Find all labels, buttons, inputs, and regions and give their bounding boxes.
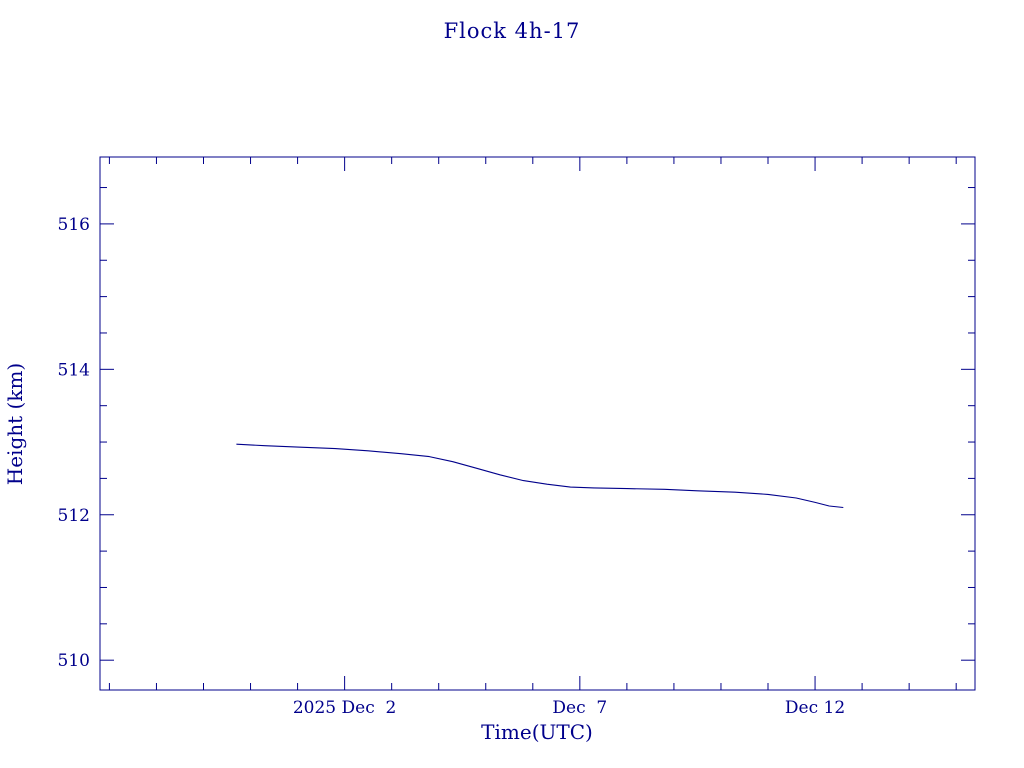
x-tick-label: 2025 Dec 2 <box>293 698 397 718</box>
x-axis-label: Time(UTC) <box>481 720 593 744</box>
y-axis-label: Height (km) <box>3 363 27 485</box>
y-tick-label: 510 <box>58 651 90 671</box>
plot-area: 2025 Dec 2 Dec 7 Dec 12 510 512 514 516 <box>58 156 976 718</box>
x-tick-label: Dec 7 <box>552 698 607 718</box>
y-tick-label: 516 <box>58 215 90 235</box>
chart-title: Flock 4h-17 <box>444 19 581 43</box>
y-tick-label: 514 <box>58 360 90 380</box>
y-tick-label: 512 <box>58 506 90 526</box>
plot-frame <box>99 156 976 691</box>
height-series-line <box>236 443 844 509</box>
x-tick-label: Dec 12 <box>785 698 845 718</box>
